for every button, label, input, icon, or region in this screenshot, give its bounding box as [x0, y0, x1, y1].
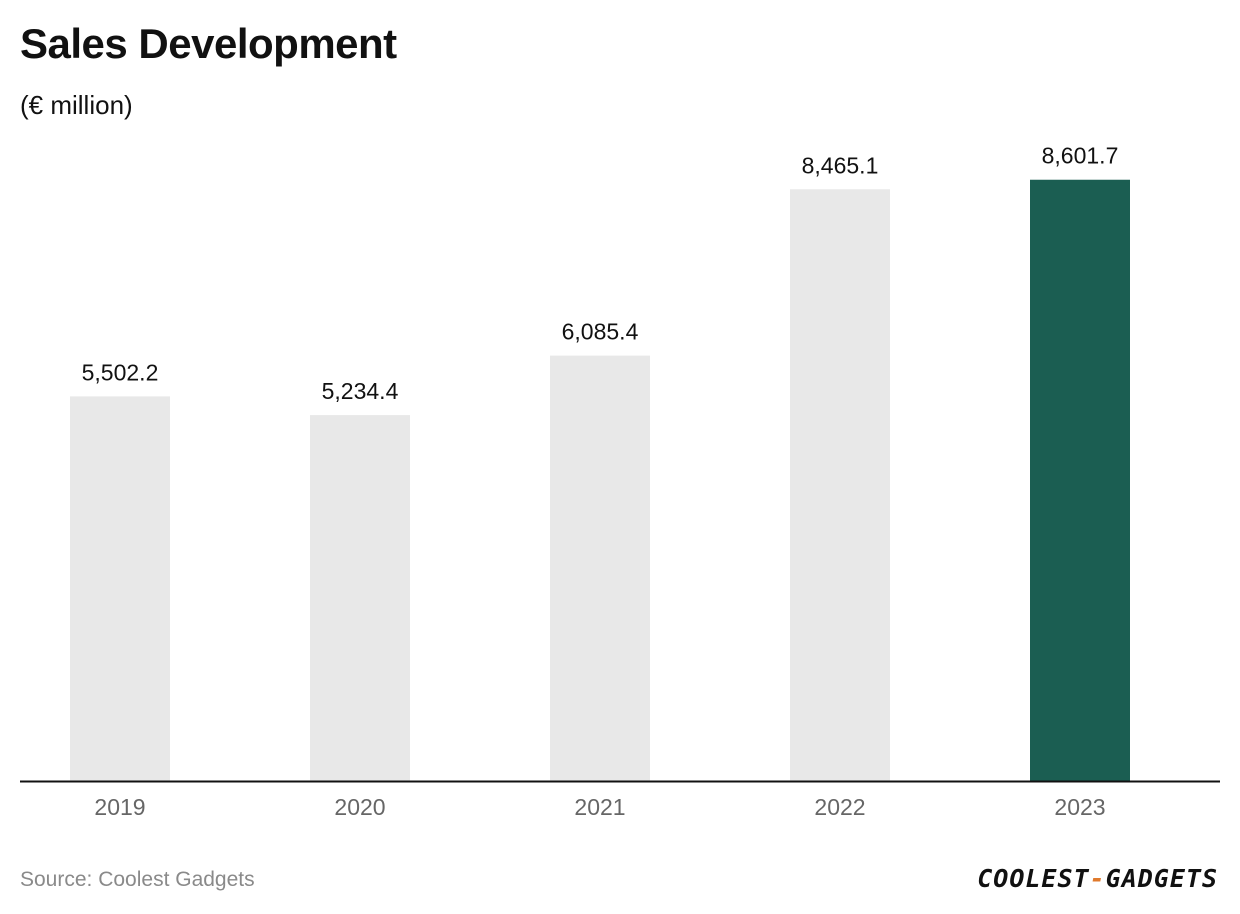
chart-title: Sales Development	[20, 20, 397, 67]
bar-2022	[790, 189, 890, 782]
bar-2023	[1030, 179, 1130, 782]
chart-subtitle: (€ million)	[20, 90, 133, 120]
bar-2020	[310, 415, 410, 781]
value-label-2021: 6,085.4	[562, 319, 639, 345]
value-label-2022: 8,465.1	[802, 152, 879, 178]
bar-2019	[70, 396, 170, 781]
x-tick-label-2022: 2022	[814, 794, 865, 820]
brand-logo-right: GADGETS	[1105, 864, 1218, 893]
value-label-2019: 5,502.2	[82, 359, 159, 385]
value-label-2020: 5,234.4	[322, 378, 399, 404]
source-note: Source: Coolest Gadgets	[20, 868, 255, 891]
brand-logo-left: COOLEST	[977, 864, 1090, 893]
brand-logo: COOLEST-GADGETS	[977, 864, 1218, 893]
x-tick-label-2020: 2020	[334, 794, 385, 820]
value-label-2023: 8,601.7	[1042, 143, 1119, 169]
x-tick-label-2019: 2019	[94, 794, 145, 820]
x-tick-label-2021: 2021	[574, 794, 625, 820]
brand-logo-dash: -	[1089, 864, 1106, 893]
bar-2021	[550, 355, 650, 781]
x-tick-label-2023: 2023	[1054, 794, 1105, 820]
